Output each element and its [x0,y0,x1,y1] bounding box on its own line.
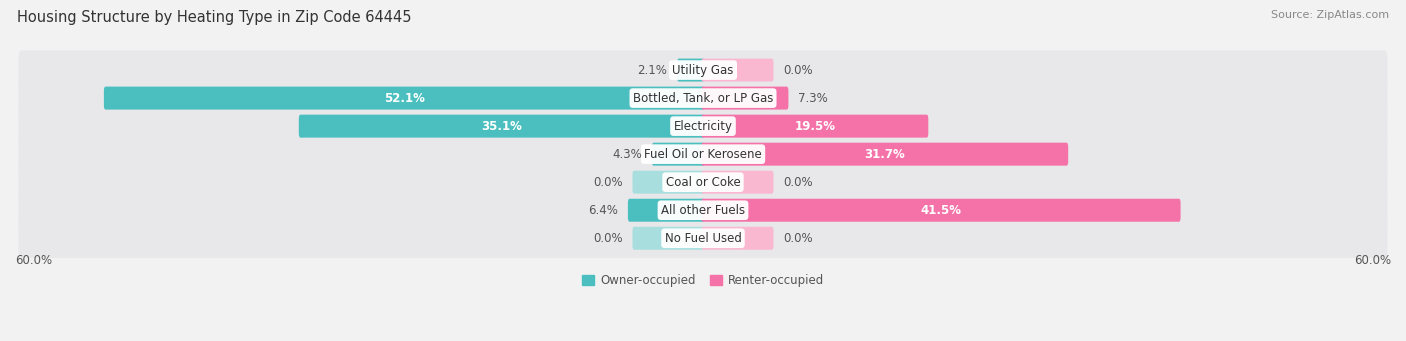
Text: 0.0%: 0.0% [593,176,623,189]
FancyBboxPatch shape [702,115,928,138]
Text: 52.1%: 52.1% [384,92,425,105]
Text: 35.1%: 35.1% [481,120,522,133]
Text: 60.0%: 60.0% [15,254,52,267]
Text: Housing Structure by Heating Type in Zip Code 64445: Housing Structure by Heating Type in Zip… [17,10,412,25]
FancyBboxPatch shape [702,227,773,250]
FancyBboxPatch shape [18,106,1388,146]
FancyBboxPatch shape [633,171,704,194]
Text: All other Fuels: All other Fuels [661,204,745,217]
FancyBboxPatch shape [702,199,1181,222]
Text: 6.4%: 6.4% [588,204,619,217]
FancyBboxPatch shape [702,59,773,81]
Text: Fuel Oil or Kerosene: Fuel Oil or Kerosene [644,148,762,161]
Text: 0.0%: 0.0% [783,232,813,245]
FancyBboxPatch shape [628,199,704,222]
FancyBboxPatch shape [678,59,704,81]
Text: Utility Gas: Utility Gas [672,63,734,77]
FancyBboxPatch shape [702,171,773,194]
Legend: Owner-occupied, Renter-occupied: Owner-occupied, Renter-occupied [578,269,828,292]
Text: Coal or Coke: Coal or Coke [665,176,741,189]
FancyBboxPatch shape [18,78,1388,118]
FancyBboxPatch shape [18,219,1388,258]
Text: 0.0%: 0.0% [593,232,623,245]
Text: 4.3%: 4.3% [613,148,643,161]
FancyBboxPatch shape [18,135,1388,174]
FancyBboxPatch shape [18,191,1388,230]
FancyBboxPatch shape [702,143,1069,166]
FancyBboxPatch shape [702,87,789,109]
Text: 19.5%: 19.5% [794,120,835,133]
Text: Electricity: Electricity [673,120,733,133]
FancyBboxPatch shape [18,50,1388,90]
FancyBboxPatch shape [18,163,1388,202]
Text: 7.3%: 7.3% [799,92,828,105]
FancyBboxPatch shape [652,143,704,166]
Text: 0.0%: 0.0% [783,176,813,189]
Text: No Fuel Used: No Fuel Used [665,232,741,245]
Text: Bottled, Tank, or LP Gas: Bottled, Tank, or LP Gas [633,92,773,105]
Text: 0.0%: 0.0% [783,63,813,77]
FancyBboxPatch shape [299,115,704,138]
Text: Source: ZipAtlas.com: Source: ZipAtlas.com [1271,10,1389,20]
Text: 31.7%: 31.7% [865,148,905,161]
FancyBboxPatch shape [104,87,704,109]
FancyBboxPatch shape [633,227,704,250]
Text: 60.0%: 60.0% [1354,254,1391,267]
Text: 2.1%: 2.1% [637,63,668,77]
Text: 41.5%: 41.5% [921,204,962,217]
